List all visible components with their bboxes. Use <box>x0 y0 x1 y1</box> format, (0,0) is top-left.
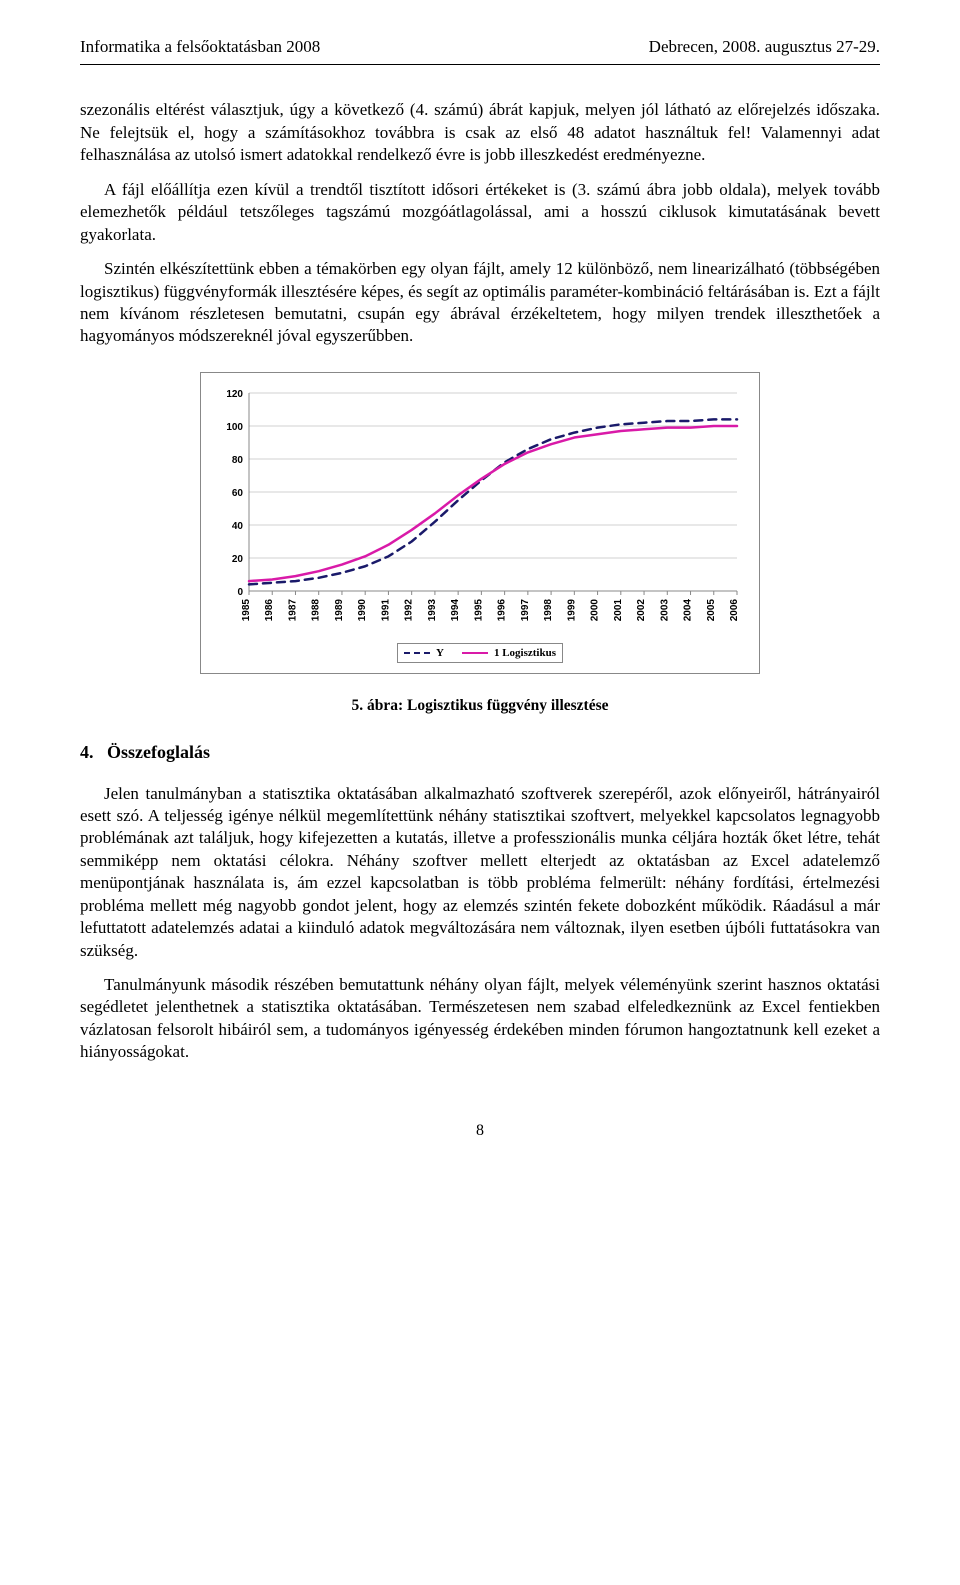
svg-text:80: 80 <box>232 455 244 466</box>
paragraph-1: szezonális eltérést választjuk, úgy a kö… <box>80 99 880 166</box>
svg-text:0: 0 <box>237 587 243 598</box>
summary-paragraph-1: Jelen tanulmányban a statisztika oktatás… <box>80 783 880 963</box>
header-right: Debrecen, 2008. augusztus 27-29. <box>649 36 880 58</box>
svg-text:1996: 1996 <box>497 598 508 621</box>
section-heading: 4. Összefoglalás <box>80 741 880 765</box>
chart-frame: 0 20 40 60 80 100 120 1985 1986 1987 1988 1989 1990 1… <box>200 372 760 675</box>
svg-text:1997: 1997 <box>520 598 531 621</box>
svg-text:2001: 2001 <box>613 598 624 621</box>
summary-paragraph-2: Tanulmányunk második részében bemutattun… <box>80 974 880 1064</box>
svg-text:1999: 1999 <box>566 598 577 621</box>
svg-text:120: 120 <box>226 389 243 400</box>
legend-item-logistic: 1 Logisztikus <box>462 646 556 661</box>
svg-text:1991: 1991 <box>380 598 391 621</box>
svg-text:1995: 1995 <box>473 598 484 621</box>
legend-label-logistic: 1 Logisztikus <box>494 646 556 661</box>
svg-text:1985: 1985 <box>241 598 252 621</box>
section-number: 4. <box>80 742 94 762</box>
svg-text:2004: 2004 <box>683 598 694 621</box>
header-left: Informatika a felsőoktatásban 2008 <box>80 36 320 58</box>
svg-text:1990: 1990 <box>357 598 368 621</box>
svg-text:2002: 2002 <box>636 598 647 621</box>
paragraph-3: Szintén elkészítettünk ebben a témakörbe… <box>80 258 880 348</box>
svg-text:1998: 1998 <box>543 598 554 621</box>
legend-item-y: Y <box>404 646 444 661</box>
svg-text:100: 100 <box>226 422 243 433</box>
svg-text:1986: 1986 <box>264 598 275 621</box>
svg-text:20: 20 <box>232 554 244 565</box>
svg-text:2006: 2006 <box>729 598 740 621</box>
svg-text:1993: 1993 <box>427 598 438 621</box>
legend-swatch-dash <box>404 652 430 654</box>
header-rule <box>80 64 880 65</box>
chart-legend: Y 1 Logisztikus <box>397 643 563 664</box>
legend-label-y: Y <box>436 646 444 661</box>
paragraph-2: A fájl előállítja ezen kívül a trendtől … <box>80 179 880 246</box>
svg-text:1994: 1994 <box>450 598 461 621</box>
figure-caption: 5. ábra: Logisztikus függvény illesztése <box>80 696 880 716</box>
svg-text:40: 40 <box>232 521 244 532</box>
page-number: 8 <box>80 1120 880 1141</box>
svg-text:2000: 2000 <box>590 598 601 621</box>
svg-text:2003: 2003 <box>659 598 670 621</box>
svg-text:1987: 1987 <box>287 598 298 621</box>
page-header: Informatika a felsőoktatásban 2008 Debre… <box>80 36 880 58</box>
svg-text:60: 60 <box>232 488 244 499</box>
svg-text:2005: 2005 <box>706 598 717 621</box>
legend-swatch-solid <box>462 652 488 654</box>
svg-text:1988: 1988 <box>311 598 322 621</box>
logistic-chart: 0 20 40 60 80 100 120 1985 1986 1987 1988 1989 1990 1… <box>215 387 745 637</box>
chart-container: 0 20 40 60 80 100 120 1985 1986 1987 1988 1989 1990 1… <box>200 372 760 675</box>
section-title: Összefoglalás <box>107 742 210 762</box>
svg-text:1989: 1989 <box>334 598 345 621</box>
svg-text:1992: 1992 <box>404 598 415 621</box>
